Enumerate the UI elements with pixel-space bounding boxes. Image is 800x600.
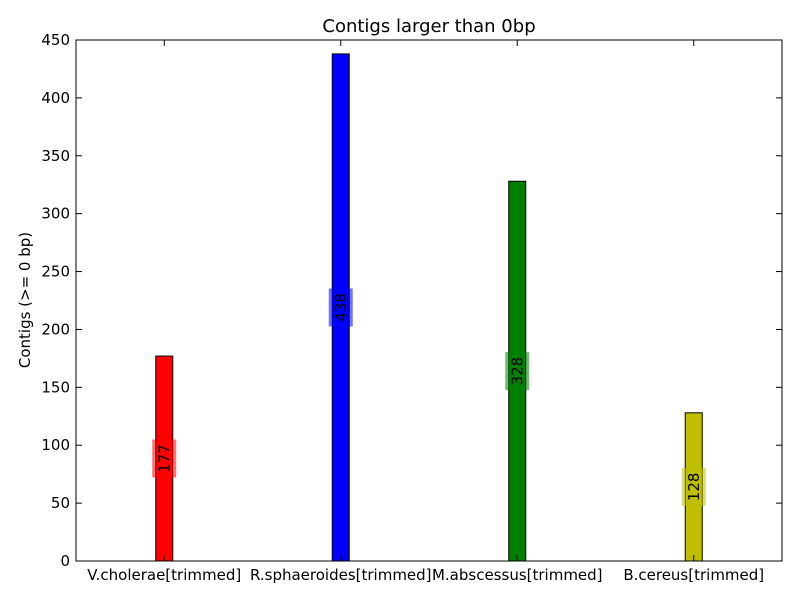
bar-value-label: 177	[155, 444, 173, 473]
y-tick-label: 150	[41, 378, 70, 396]
y-tick-label: 0	[60, 552, 70, 570]
y-tick-label: 100	[41, 436, 70, 454]
y-tick-label: 450	[41, 31, 70, 49]
x-axis-ticks: V.cholerae[trimmed] R.sphaeroides[trimmed…	[87, 40, 764, 584]
bar-value-label: 438	[332, 293, 350, 322]
bar-value-label: 128	[685, 473, 703, 502]
bar-value-label-box	[505, 352, 530, 391]
y-tick-label: 50	[51, 494, 70, 512]
chart-title: Contigs larger than 0bp	[322, 16, 535, 37]
y-tick-label: 250	[41, 263, 70, 281]
plot-area-frame	[75, 39, 783, 562]
x-category-label: B.cereus[trimmed]	[623, 566, 764, 584]
bar-value-labels: 177 438 328 128	[152, 288, 706, 506]
x-category-label: M.abscessus[trimmed]	[432, 566, 603, 584]
y-tick-label: 400	[41, 89, 70, 107]
y-tick-label: 300	[41, 205, 70, 223]
x-category-label: R.sphaeroides[trimmed]	[250, 566, 432, 584]
y-axis-label: Contigs (>= 0 bp)	[16, 232, 34, 368]
bar-value-label-box	[681, 467, 706, 506]
x-category-label: V.cholerae[trimmed]	[87, 566, 241, 584]
y-axis-ticks: 0 50 100 150 200 250 300 350 400 450	[41, 31, 782, 570]
y-tick-label: 200	[41, 320, 70, 338]
bar-value-label-box	[328, 288, 353, 327]
bar-value-label: 328	[508, 357, 526, 386]
y-tick-label: 350	[41, 147, 70, 165]
bar-value-label-box	[152, 439, 177, 478]
